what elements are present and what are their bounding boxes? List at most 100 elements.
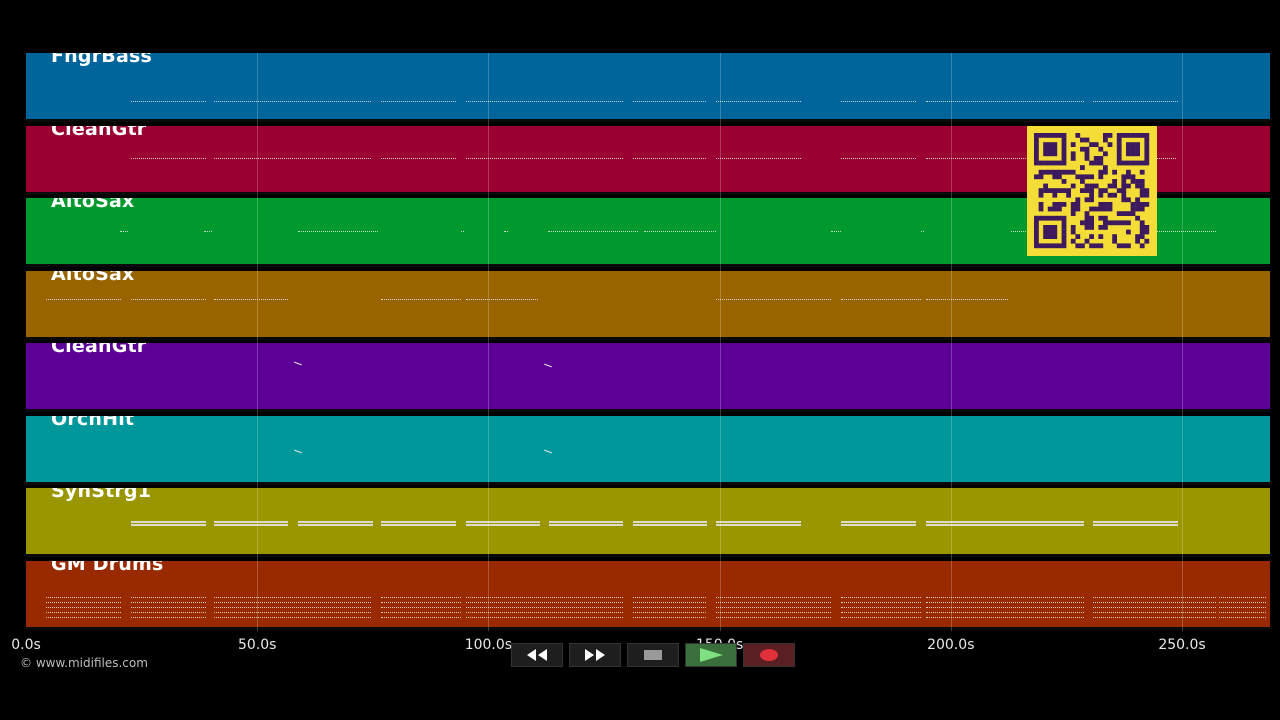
qr-module [1093,206,1099,212]
qr-module [1139,234,1145,239]
qr-module [1052,142,1058,147]
note-mark [46,616,121,619]
qr-module [1043,133,1048,138]
track-row[interactable]: SynStrg1 [26,488,1270,557]
stop-button[interactable] [627,643,679,667]
qr-module [1061,202,1067,207]
qr-module [1034,142,1039,147]
qr-module [1061,243,1067,249]
qr-module [1061,169,1067,175]
note-lane [26,488,1270,554]
qr-module [1038,160,1044,166]
qr-module [1126,197,1131,203]
track-row[interactable]: CleanGtr [26,343,1270,412]
qr-module [1103,165,1108,170]
qr-module [1084,211,1090,216]
qr-module [1034,156,1039,161]
qr-module [1093,142,1099,147]
record-button[interactable] [743,643,795,667]
qr-module [1061,137,1067,143]
qr-module [1052,192,1058,198]
qr-module [1139,169,1145,175]
qr-module [1139,243,1145,249]
qr-module [1052,206,1058,212]
qr-module [1061,133,1067,138]
note-mark [544,363,552,368]
track-row[interactable]: AltoSax [26,270,1270,340]
qr-module [1052,146,1058,152]
qr-module [1103,169,1108,175]
qr-module [1038,174,1044,180]
qr-module [1047,243,1053,249]
note-mark [131,157,206,160]
qr-module [1135,160,1140,166]
qr-module [1052,234,1058,239]
qr-module [1130,151,1136,157]
qr-module [1103,133,1108,138]
qr-module [1089,206,1094,212]
qr-module [1107,192,1113,198]
note-mark [633,616,706,619]
qr-module [1034,215,1039,221]
qr-module [1038,133,1044,138]
qr-module [1052,169,1058,175]
qr-module [1084,188,1090,193]
qr-module [1107,206,1113,212]
qr-module [1052,151,1058,157]
play-button[interactable] [685,643,737,667]
note-mark [131,298,206,301]
qr-module [1098,243,1104,249]
qr-module [1116,137,1122,143]
note-mark [716,611,831,614]
qr-module [1084,151,1090,157]
qr-module [1057,188,1062,193]
note-mark [466,611,623,614]
rewind-icon [527,649,547,661]
note-mark [1093,601,1216,604]
track-row[interactable]: GM Drums [26,560,1270,630]
qr-module [1139,229,1145,235]
note-mark [926,596,1084,599]
qr-module [1144,229,1150,235]
qr-module [1075,133,1081,138]
qr-module [1107,220,1113,226]
note-mark [381,101,456,103]
qr-module [1112,179,1117,184]
note-mark [46,611,121,614]
qr-module [1070,169,1076,175]
qr-module [1139,133,1145,138]
fast-forward-button[interactable] [569,643,621,667]
gridline [950,53,952,631]
qr-module [1126,169,1131,175]
note-mark [214,298,288,301]
copyright-text: © www.midifiles.com [20,656,148,670]
qr-module [1057,169,1062,175]
qr-module [1103,215,1108,221]
track-row[interactable]: FngrBass [26,53,1270,122]
qr-module [1038,192,1044,198]
rewind-button[interactable] [511,643,563,667]
qr-module [1139,202,1145,207]
qr-module [1038,188,1044,193]
qr-module [1116,133,1122,138]
qr-module [1135,146,1140,152]
note-mark [131,101,206,103]
qr-module [1098,225,1104,230]
note-mark [1219,611,1266,614]
qr-module [1061,142,1067,147]
gridline [719,53,721,631]
note-mark [926,616,1084,619]
note-mark [633,606,706,609]
note-lane [26,561,1270,627]
track-row[interactable]: OrchHit [26,415,1270,485]
note-mark [841,157,916,160]
qr-module [1070,225,1076,230]
qr-module [1057,206,1062,212]
qr-module [1130,146,1136,152]
qr-module [1139,188,1145,193]
note-mark [926,524,1084,526]
note-mark [841,298,921,301]
qr-module [1061,188,1067,193]
qr-module [1047,225,1053,230]
qr-module [1126,142,1131,147]
